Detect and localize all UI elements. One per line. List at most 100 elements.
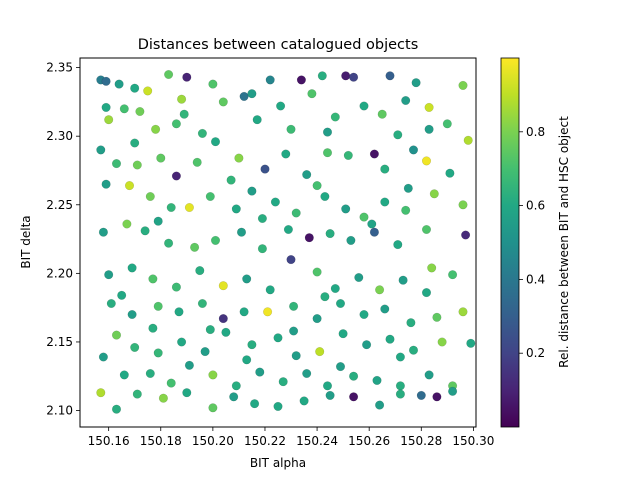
scatter-point — [375, 285, 385, 295]
scatter-point — [140, 226, 150, 236]
scatter-point — [143, 86, 153, 96]
scatter-point — [380, 164, 390, 174]
scatter-point — [197, 299, 207, 309]
scatter-point — [437, 337, 447, 347]
scatter-point — [362, 340, 372, 350]
scatter-point — [130, 83, 140, 93]
colorbar-tick-label: 0.2 — [526, 346, 545, 360]
scatter-point — [395, 389, 405, 399]
scatter-point — [448, 386, 458, 396]
scatter-point — [320, 292, 330, 302]
scatter-point — [273, 401, 283, 411]
scatter-point — [341, 71, 351, 81]
scatter-point — [252, 115, 262, 125]
scatter-point — [281, 149, 291, 159]
y-tick-label: 2.20 — [46, 266, 73, 280]
scatter-point — [380, 304, 390, 314]
scatter-point — [208, 79, 218, 89]
scatter-point — [247, 89, 257, 99]
scatter-point — [106, 299, 116, 309]
scatter-point — [239, 91, 249, 101]
colorbar-label: Rel. distance between BIT and HSC object — [557, 116, 571, 368]
scatter-point — [260, 164, 270, 174]
scatter-point — [174, 307, 184, 317]
scatter-point — [164, 69, 174, 79]
scatter-point — [242, 274, 252, 284]
scatter-point — [289, 326, 299, 336]
scatter-point — [210, 235, 220, 245]
scatter-point — [312, 314, 322, 324]
scatter-point — [403, 183, 413, 193]
x-axis: 150.16 150.18 150.20 150.22 150.24 150.26 150.… — [88, 427, 494, 448]
scatter-point — [354, 273, 364, 283]
scatter-point — [422, 288, 432, 298]
x-tick-label: 150.28 — [400, 434, 442, 448]
scatter-point — [226, 175, 236, 185]
x-tick-label: 150.24 — [296, 434, 338, 448]
scatter-point — [424, 102, 434, 112]
scatter-point — [385, 71, 395, 81]
scatter-point — [375, 400, 385, 410]
scatter-point — [184, 202, 194, 212]
scatter-point — [119, 104, 129, 114]
scatter-point — [98, 227, 108, 237]
scatter-point — [96, 145, 106, 155]
scatter-point — [132, 160, 142, 170]
scatter-point — [432, 312, 442, 322]
scatter-point — [250, 399, 260, 409]
scatter-point — [101, 102, 111, 112]
scatter-point — [111, 404, 121, 414]
scatter-point — [466, 338, 476, 348]
scatter-point — [336, 299, 346, 309]
scatter-point — [458, 307, 468, 317]
scatter-point — [409, 145, 419, 155]
scatter-point — [145, 369, 155, 379]
scatter-point — [429, 189, 439, 199]
scatter-point — [299, 396, 309, 406]
scatter-point — [200, 347, 210, 357]
scatter-point — [234, 153, 244, 163]
scatter-point — [372, 375, 382, 385]
scatter-point — [409, 345, 419, 355]
scatter-point — [369, 227, 379, 237]
x-tick-label: 150.16 — [88, 434, 130, 448]
scatter-point — [124, 181, 134, 191]
scatter-point — [338, 329, 348, 339]
scatter-point — [461, 230, 471, 240]
scatter-point — [401, 205, 411, 215]
scatter-point — [135, 106, 145, 116]
y-tick-label: 2.25 — [46, 198, 73, 212]
scatter-point — [205, 191, 215, 201]
scatter-point — [242, 355, 252, 365]
scatter-point — [296, 75, 306, 85]
scatter-point — [111, 330, 121, 340]
scatter-point — [210, 137, 220, 147]
scatter-point — [349, 371, 359, 381]
scatter-point — [247, 340, 257, 350]
scatter-point — [101, 76, 111, 86]
colorbar-tick-label: 0.8 — [526, 125, 545, 139]
scatter-point — [130, 138, 140, 148]
scatter-point — [182, 388, 192, 398]
scatter-point — [239, 307, 249, 317]
scatter-point — [153, 216, 163, 226]
scatter-point — [427, 263, 437, 273]
scatter-point — [270, 197, 280, 207]
scatter-point — [156, 153, 166, 163]
scatter-point — [192, 157, 202, 167]
scatter-point — [182, 72, 192, 82]
scatter-point — [359, 101, 369, 111]
scatter-point — [424, 370, 434, 380]
scatter-point — [132, 389, 142, 399]
scatter-point — [114, 79, 124, 89]
scatter-point — [229, 392, 239, 402]
scatter-point — [448, 270, 458, 280]
scatter-point — [101, 179, 111, 189]
scatter-point — [96, 388, 106, 398]
y-tick-label: 2.35 — [46, 61, 73, 75]
scatter-point — [325, 390, 335, 400]
scatter-point — [463, 135, 473, 145]
scatter-point — [158, 393, 168, 403]
scatter-point — [148, 274, 158, 284]
